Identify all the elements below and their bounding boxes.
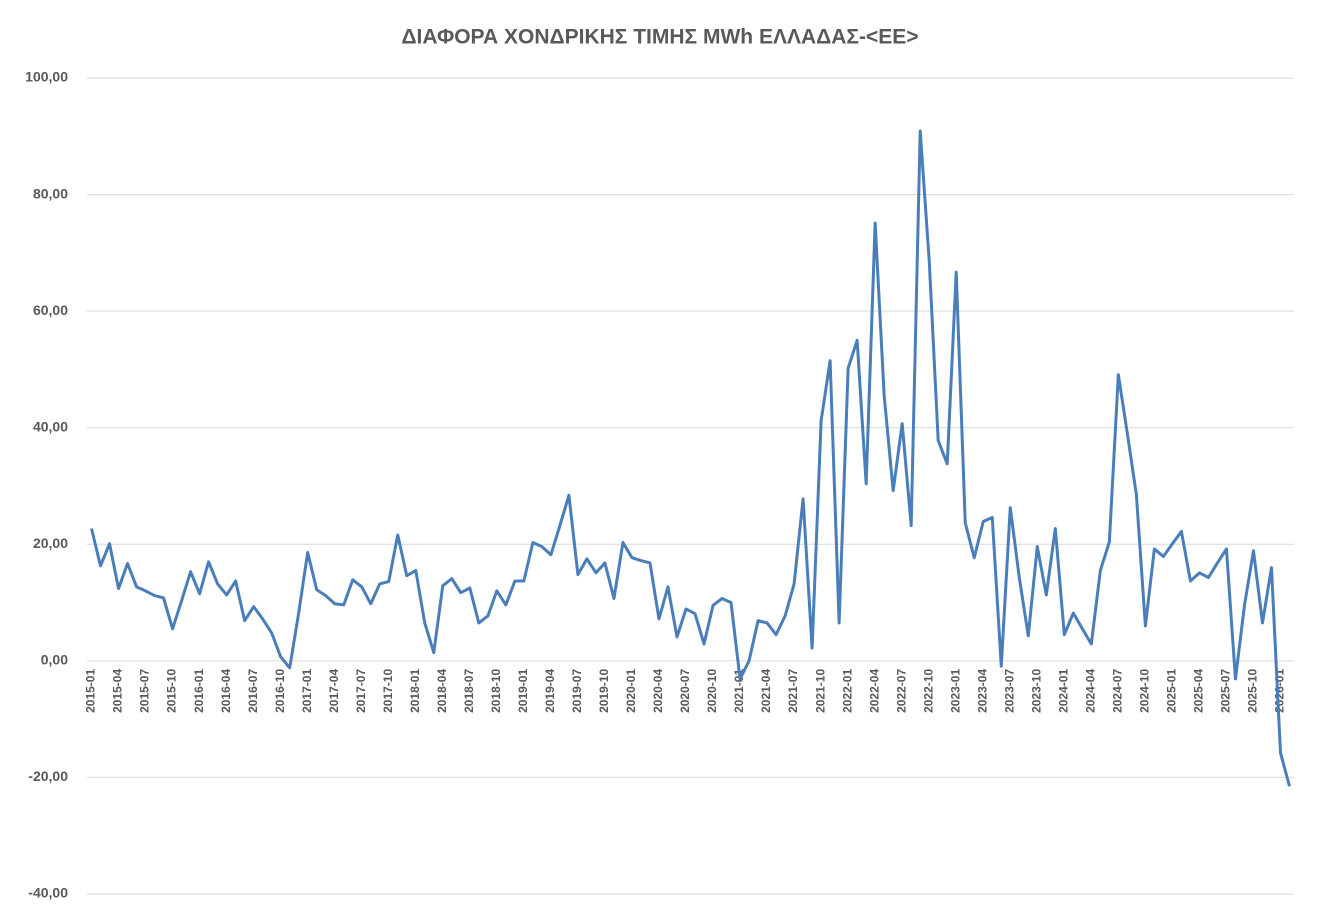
x-tick-label: 2019-01 <box>516 669 530 713</box>
x-tick-label: 2015-01 <box>84 669 98 713</box>
x-tick-label: 2022-04 <box>867 669 881 713</box>
y-tick-label: 20,00 <box>33 535 68 551</box>
x-tick-label: 2015-07 <box>138 669 152 713</box>
x-tick-label: 2017-04 <box>327 669 341 713</box>
x-tick-label: 2020-04 <box>651 669 665 713</box>
x-tick-label: 2023-01 <box>948 669 962 713</box>
x-tick-label: 2024-10 <box>1138 669 1152 713</box>
x-tick-label: 2025-01 <box>1165 669 1179 713</box>
x-tick-label: 2018-07 <box>462 669 476 713</box>
data-line <box>90 129 1291 787</box>
x-tick-label: 2025-04 <box>1192 669 1206 713</box>
x-tick-label: 2022-07 <box>894 669 908 713</box>
x-tick-label: 2021-04 <box>759 669 773 713</box>
x-tick-label: 2018-01 <box>408 669 422 713</box>
x-tick-label: 2015-04 <box>111 669 125 713</box>
x-tick-label: 2023-10 <box>1029 669 1043 713</box>
y-tick-label: 40,00 <box>33 418 68 434</box>
x-tick-label: 2022-10 <box>921 669 935 713</box>
x-tick-label: 2021-01 <box>732 669 746 713</box>
x-tick-label: 2022-01 <box>840 669 854 713</box>
x-tick-label: 2015-10 <box>165 669 179 713</box>
x-tick-label: 2025-10 <box>1246 669 1260 713</box>
x-tick-label: 2016-10 <box>273 669 287 713</box>
x-tick-label: 2020-07 <box>678 669 692 713</box>
x-tick-label: 2019-07 <box>570 669 584 713</box>
y-tick-label: 100,00 <box>25 69 68 85</box>
x-tick-label: 2016-07 <box>246 669 260 713</box>
x-tick-label: 2021-10 <box>813 669 827 713</box>
x-tick-label: 2020-10 <box>705 669 719 713</box>
y-tick-label: 0,00 <box>41 652 68 668</box>
x-tick-label: 2020-01 <box>624 669 638 713</box>
x-tick-label: 2018-10 <box>489 669 503 713</box>
x-tick-label: 2019-10 <box>597 669 611 713</box>
chart-title: ΔΙΑΦΟΡΑ ΧΟΝΔΡΙΚΗΣ ΤΙΜΗΣ MWh ΕΛΛΑΔΑΣ-<ΕΕ> <box>401 26 918 49</box>
x-tick-label: 2023-07 <box>1002 669 1016 713</box>
x-tick-label: 2023-04 <box>975 669 989 713</box>
x-tick-label: 2016-01 <box>192 669 206 713</box>
x-tick-label: 2016-04 <box>219 669 233 713</box>
y-tick-label: -40,00 <box>28 885 68 901</box>
x-tick-label: 2019-04 <box>543 669 557 713</box>
x-tick-label: 2024-07 <box>1111 669 1125 713</box>
y-tick-label: -20,00 <box>28 768 68 784</box>
x-tick-label: 2017-07 <box>354 669 368 713</box>
y-tick-label: 60,00 <box>33 302 68 318</box>
x-tick-label: 2017-10 <box>381 669 395 713</box>
y-tick-label: 80,00 <box>33 185 68 201</box>
x-tick-label: 2025-07 <box>1219 669 1233 713</box>
x-tick-label: 2024-04 <box>1084 669 1098 713</box>
x-tick-label: 2018-04 <box>435 669 449 713</box>
x-tick-label: 2021-07 <box>786 669 800 713</box>
x-tick-label: 2017-01 <box>300 669 314 713</box>
x-tick-label: 2024-01 <box>1056 669 1070 713</box>
